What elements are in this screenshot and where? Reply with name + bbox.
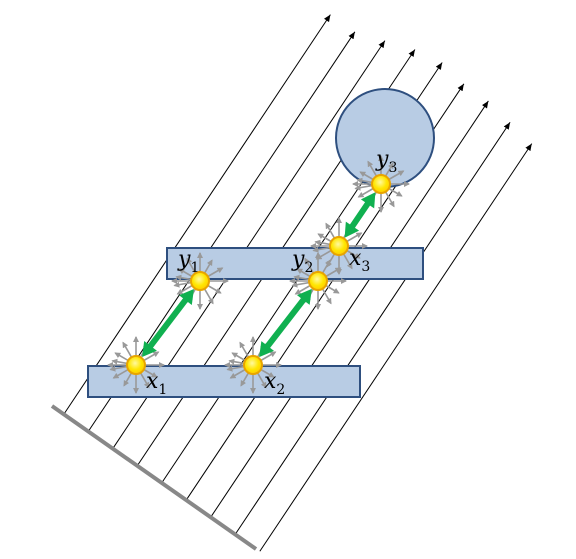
- particle-y3: [371, 174, 391, 194]
- label-x1: x1: [146, 369, 167, 398]
- ray: [259, 143, 533, 552]
- ray: [210, 100, 489, 518]
- interaction-links: [142, 192, 376, 358]
- label-x2: x2: [264, 369, 285, 398]
- label-x3: x3: [349, 246, 370, 275]
- particle-y1: [190, 271, 210, 291]
- label-y2: y2: [291, 247, 313, 276]
- particles: [126, 174, 391, 375]
- label-y3: y3: [375, 147, 397, 176]
- ray: [63, 14, 331, 415]
- particle-x3: [329, 236, 349, 256]
- ray: [234, 122, 511, 535]
- incident-rays: [63, 14, 533, 552]
- particle-x1: [126, 355, 146, 375]
- particle-y2: [308, 271, 328, 291]
- particle-x2: [243, 355, 263, 375]
- label-y1: y1: [177, 247, 199, 276]
- emitter-plate: [50, 404, 258, 551]
- interaction-arrow: [259, 288, 312, 358]
- interaction-arrow: [344, 192, 376, 238]
- interaction-arrow: [142, 288, 194, 358]
- sphere: [335, 88, 435, 188]
